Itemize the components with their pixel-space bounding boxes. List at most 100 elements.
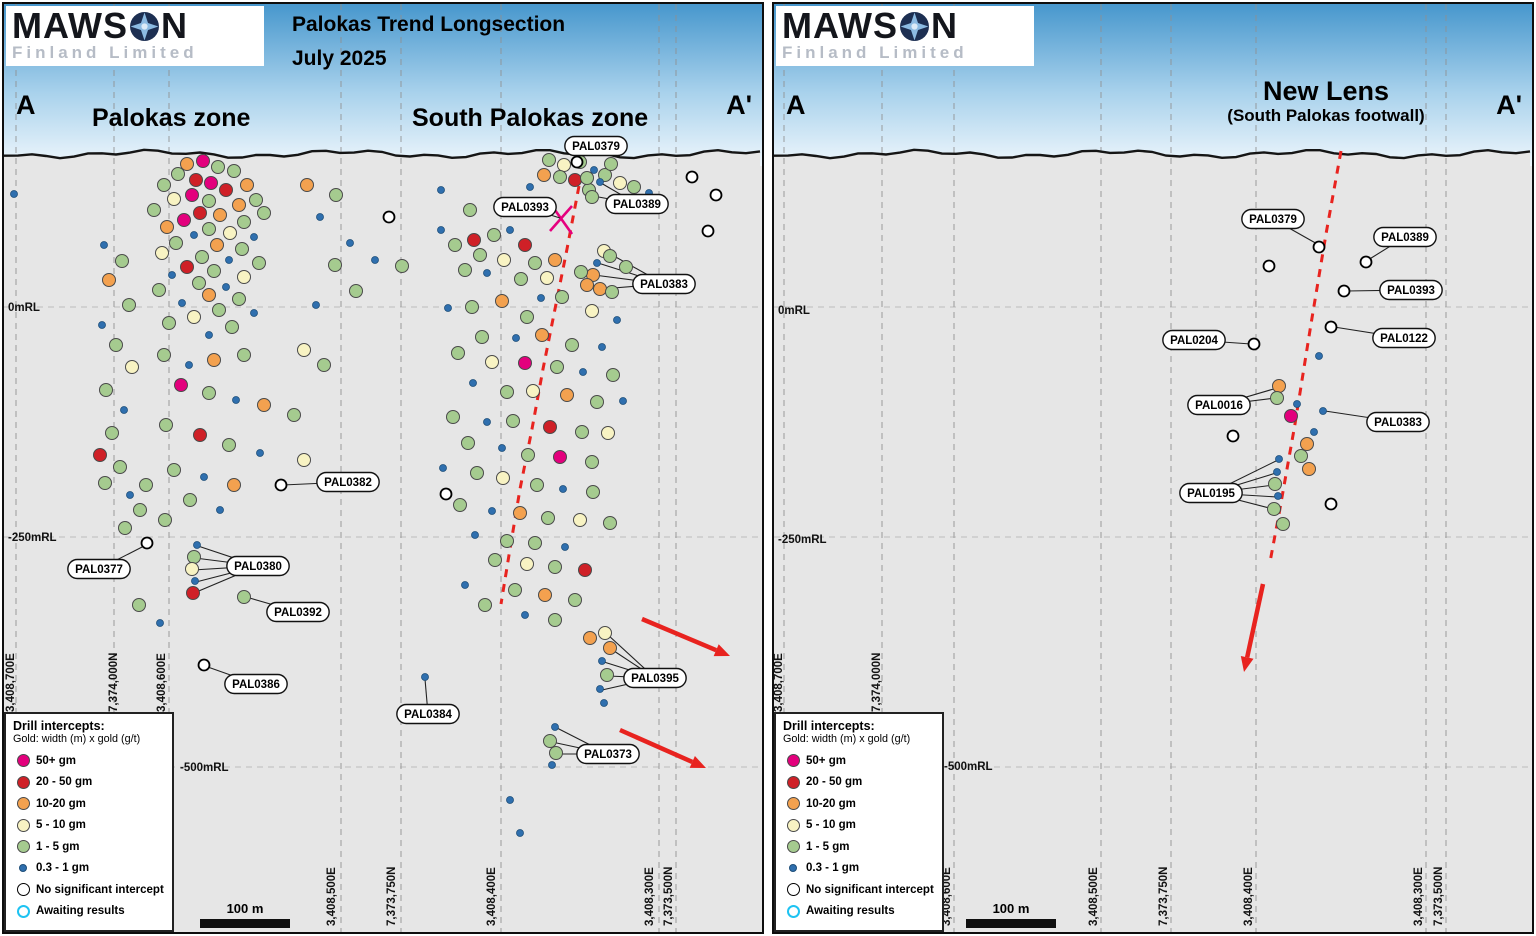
legend-item: 0.3 - 1 gm — [13, 858, 167, 880]
drill-intercept — [237, 215, 251, 229]
drill-intercept — [193, 206, 207, 220]
legend-title: Drill intercepts: — [783, 719, 875, 733]
hole-id-pill — [67, 558, 131, 580]
legend-item: 10-20 gm — [13, 793, 167, 815]
plunge-arrow-head — [713, 644, 730, 657]
panel-palokas-longsection: 0mRL -250mRL -500mRL 3,408,700E 7,374,000N 3,… — [2, 2, 764, 934]
drill-intercept — [1274, 492, 1282, 500]
drill-intercept — [102, 273, 116, 287]
drill-intercept — [437, 226, 445, 234]
drill-intercept — [157, 178, 171, 192]
mawson-logo-wordmark: MAWS N — [12, 8, 258, 44]
drill-intercept — [10, 190, 18, 198]
drill-intercept — [207, 353, 221, 367]
drill-intercept — [227, 478, 241, 492]
scale-bar-label: 100 m — [226, 901, 264, 916]
logo-text-prefix: MAWS — [12, 5, 128, 46]
legend-item: 1 - 5 gm — [783, 836, 937, 858]
drill-intercept — [498, 444, 506, 452]
drill-intercept — [1359, 255, 1373, 269]
drill-intercept — [598, 168, 612, 182]
rl-label: -250mRL — [8, 532, 57, 544]
coordinate-label: 3,408,600E — [156, 653, 168, 712]
legend-item: 20 - 50 gm — [13, 772, 167, 794]
drill-intercept — [178, 299, 186, 307]
drill-intercept — [1315, 352, 1323, 360]
drill-intercept — [495, 294, 509, 308]
drill-intercept — [1268, 477, 1282, 491]
drill-intercept — [598, 657, 606, 665]
drill-intercept — [1324, 497, 1338, 511]
hole-id-pill — [632, 273, 696, 295]
drill-intercept — [513, 506, 527, 520]
drill-intercept — [580, 278, 594, 292]
hole-id-label: PAL0389 — [613, 199, 661, 211]
drill-intercept — [316, 213, 324, 221]
drill-intercept — [518, 356, 532, 370]
hole-id-label: PAL0380 — [234, 561, 282, 573]
legend-item-label: 10-20 gm — [36, 797, 86, 810]
hole-id-label: PAL0379 — [572, 141, 620, 153]
ground-surface-line — [774, 148, 1531, 160]
drill-intercept — [521, 448, 535, 462]
drill-intercept — [446, 410, 460, 424]
legend-item-label: 0.3 - 1 gm — [806, 862, 860, 875]
drill-intercept — [596, 178, 604, 186]
plunge-arrow — [641, 616, 718, 653]
drill-intercept — [506, 226, 514, 234]
hole-id-pill — [396, 703, 460, 725]
hole-id-pill — [266, 601, 330, 623]
ground — [774, 149, 1532, 932]
legend-item-label: No significant intercept — [806, 883, 934, 896]
legend-swatch-8 — [786, 904, 800, 918]
drill-intercept — [448, 238, 462, 252]
hole-id-label: PAL0379 — [1249, 214, 1297, 226]
drill-intercept — [132, 598, 146, 612]
drill-intercept — [1293, 400, 1301, 408]
legend-item-label: 1 - 5 gm — [806, 840, 850, 853]
drill-intercept — [177, 213, 191, 227]
mawson-logo-wordmark: MAWS N — [782, 8, 1028, 44]
legend-item: Awaiting results — [13, 901, 167, 923]
hole-id-pill — [493, 196, 557, 218]
legend-items: 50+ gm 20 - 50 gm 10-20 gm 5 - 10 gm 1 - 5 g… — [13, 750, 167, 922]
hole-id-label: PAL0195 — [1187, 488, 1235, 500]
drill-intercept — [190, 231, 198, 239]
legend-item-label: 10-20 gm — [806, 797, 856, 810]
drill-intercept — [555, 290, 569, 304]
drill-intercept — [222, 283, 230, 291]
legend-swatch-2 — [786, 775, 800, 789]
legend-subtitle: Gold: width (m) x gold (g/t) — [13, 733, 141, 745]
drill-intercept — [613, 316, 621, 324]
drill-intercept — [232, 198, 246, 212]
hole-id-pill — [316, 471, 380, 493]
drill-intercept — [185, 361, 193, 369]
drill-intercept — [225, 256, 233, 264]
coordinate-label: 7,373,750N — [386, 867, 398, 926]
drill-trace — [549, 205, 573, 232]
drill-intercept — [185, 562, 199, 576]
drill-intercept — [516, 829, 524, 837]
drill-intercept — [606, 368, 620, 382]
drill-intercept — [439, 487, 453, 501]
legend-swatch-4 — [16, 818, 30, 832]
drill-intercept — [113, 460, 127, 474]
hole-id-label: PAL0392 — [274, 607, 322, 619]
drill-intercept — [159, 418, 173, 432]
drill-intercept — [601, 426, 615, 440]
drill-intercept — [619, 397, 627, 405]
coordinate-label: 3,408,700E — [5, 653, 17, 712]
drill-intercept — [329, 188, 343, 202]
drill-intercept — [506, 796, 514, 804]
hole-id-label: PAL0393 — [501, 202, 549, 214]
drill-intercept — [105, 426, 119, 440]
drill-intercept — [475, 330, 489, 344]
drill-intercept — [463, 203, 477, 217]
drill-intercept — [174, 378, 188, 392]
drill-intercept — [297, 453, 311, 467]
hole-id-label: PAL0122 — [1380, 333, 1428, 345]
drill-intercept — [593, 259, 601, 267]
drill-intercept — [574, 265, 588, 279]
drill-intercept — [115, 254, 129, 268]
coordinate-label: 3,408,400E — [1243, 867, 1255, 926]
